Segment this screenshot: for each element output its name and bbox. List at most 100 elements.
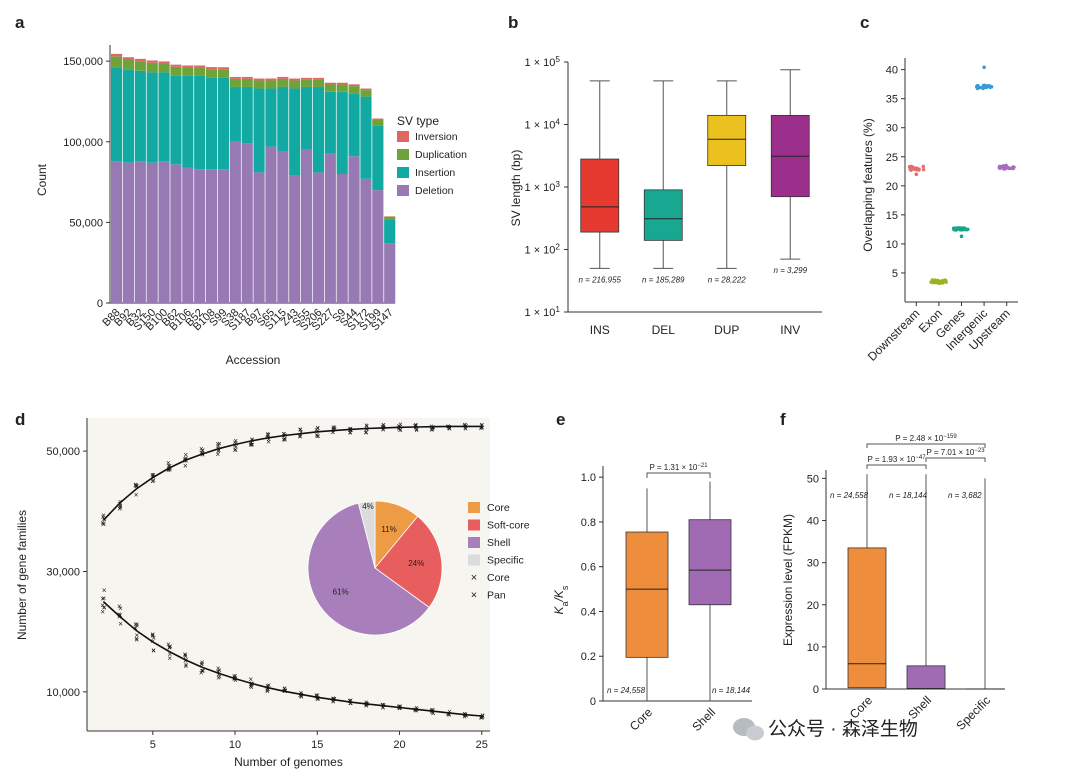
- marker-pan: ×: [463, 420, 468, 429]
- marker-pan: ×: [150, 472, 155, 481]
- marker-core: ×: [381, 704, 386, 713]
- bar-duplication: [372, 119, 384, 126]
- marker-core: ×: [117, 602, 122, 611]
- marker-pan: ×: [249, 441, 254, 450]
- marker-core: ×: [265, 687, 270, 696]
- bar-insertion: [134, 70, 146, 162]
- marker-pan: ×: [298, 425, 303, 434]
- marker-pan: ×: [151, 476, 156, 485]
- data-point: [910, 165, 914, 169]
- panel-d-label: d: [15, 410, 25, 429]
- marker-core: ×: [431, 709, 436, 718]
- marker-pan: ×: [349, 426, 354, 435]
- y-tick-label: 20: [807, 600, 819, 612]
- marker-core: ×: [413, 706, 418, 715]
- x-tick-label: Core: [847, 693, 876, 722]
- panel-b-label: b: [508, 13, 518, 32]
- marker-pan: ×: [215, 440, 220, 449]
- marker-core: ×: [216, 664, 221, 673]
- x-tick-label: 15: [311, 739, 323, 751]
- marker-core: ×: [314, 691, 319, 700]
- marker-core: ×: [133, 624, 138, 633]
- marker-pan: ×: [117, 501, 122, 510]
- bar-deletion: [122, 162, 135, 303]
- bar-inversion: [372, 118, 384, 120]
- y-tick-label: 0: [590, 696, 596, 708]
- marker-core: ×: [183, 652, 188, 661]
- marker-pan: ×: [479, 421, 484, 430]
- marker-pan: ×: [479, 423, 484, 432]
- marker-core: ×: [463, 709, 468, 718]
- marker-pan: ×: [413, 420, 418, 429]
- panel-d-gene-family-curve: 5 10 15 20 25 10,000 30,000 50,000 Number of gen…: [15, 418, 530, 769]
- bar-deletion: [241, 143, 253, 303]
- marker-pan: ×: [331, 425, 336, 434]
- wechat-icon: [733, 718, 764, 741]
- x-axis-title: Number of genomes: [234, 755, 343, 769]
- marker-pan: ×: [134, 482, 139, 491]
- marker-core: ×: [265, 681, 270, 690]
- marker-pan: ×: [364, 425, 369, 434]
- sample-size-label: n = 3,682: [948, 491, 982, 500]
- y-tick-label: 10: [886, 239, 898, 251]
- legend-swatch-insertion: [397, 167, 409, 178]
- bar-inversion: [170, 64, 182, 67]
- marker-core: ×: [102, 603, 107, 612]
- marker-pan: ×: [331, 423, 336, 432]
- box-shell: [688, 519, 732, 606]
- marker-pan: ×: [447, 424, 452, 433]
- y-axis-title: Ka/Ks: [552, 585, 570, 614]
- bar-insertion: [122, 69, 135, 163]
- data-point: [933, 278, 937, 282]
- marker-pan: ×: [101, 511, 106, 520]
- y-tick-label: 1 × 105: [525, 55, 561, 70]
- x-tick-label: DEL: [652, 323, 676, 337]
- marker-core: ×: [167, 654, 172, 663]
- y-axis-title: SV length (bp): [509, 150, 523, 227]
- marker-pan: ×: [265, 430, 270, 439]
- bar-duplication: [312, 79, 325, 87]
- bar-deletion: [324, 153, 336, 303]
- bar-inversion: [348, 84, 360, 87]
- marker-pan: ×: [215, 450, 220, 459]
- marker-pan: ×: [151, 470, 156, 479]
- legend-label-inversion: Inversion: [415, 131, 458, 143]
- data-point: [988, 84, 992, 88]
- marker-pan: ×: [183, 461, 188, 470]
- bar-inversion: [194, 65, 206, 68]
- y-tick-label: 20: [886, 181, 898, 193]
- marker-pan: ×: [118, 500, 123, 509]
- marker-pan: ×: [200, 451, 205, 460]
- marker-pan: ×: [414, 425, 419, 434]
- marker-core: ×: [200, 667, 205, 676]
- y-tick-label: 100,000: [63, 137, 103, 149]
- bar-inversion: [182, 65, 194, 68]
- bar-inversion: [146, 60, 158, 63]
- marker-core: ×: [479, 713, 484, 722]
- watermark-text: 公众号 · 森泽生物: [768, 718, 918, 740]
- bar-deletion: [289, 175, 301, 303]
- marker-core: ×: [167, 650, 172, 659]
- marker-core: ×: [265, 686, 270, 695]
- bar-duplication: [170, 66, 182, 76]
- bar-deletion: [134, 161, 146, 303]
- marker-core: ×: [316, 695, 321, 704]
- marker-core: ×: [248, 675, 253, 684]
- marker-pan: ×: [478, 424, 483, 433]
- significance-bracket: [646, 472, 711, 478]
- marker-core: ×: [282, 685, 287, 694]
- x-tick-label: 5: [150, 739, 156, 751]
- marker-core: ×: [315, 694, 320, 703]
- marker-core: ×: [118, 611, 123, 620]
- data-point: [1011, 166, 1015, 171]
- legend-swatch-deletion: [397, 185, 409, 196]
- marker-core: ×: [102, 586, 107, 595]
- marker-pan: ×: [216, 442, 221, 451]
- marker-core: ×: [446, 710, 451, 719]
- marker-pan: ×: [480, 423, 485, 432]
- marker-pan: ×: [200, 446, 205, 455]
- bar-deletion: [372, 190, 384, 303]
- bar-inversion: [122, 57, 135, 60]
- bar-insertion: [194, 75, 206, 170]
- y-tick-label: 50,000: [69, 217, 103, 229]
